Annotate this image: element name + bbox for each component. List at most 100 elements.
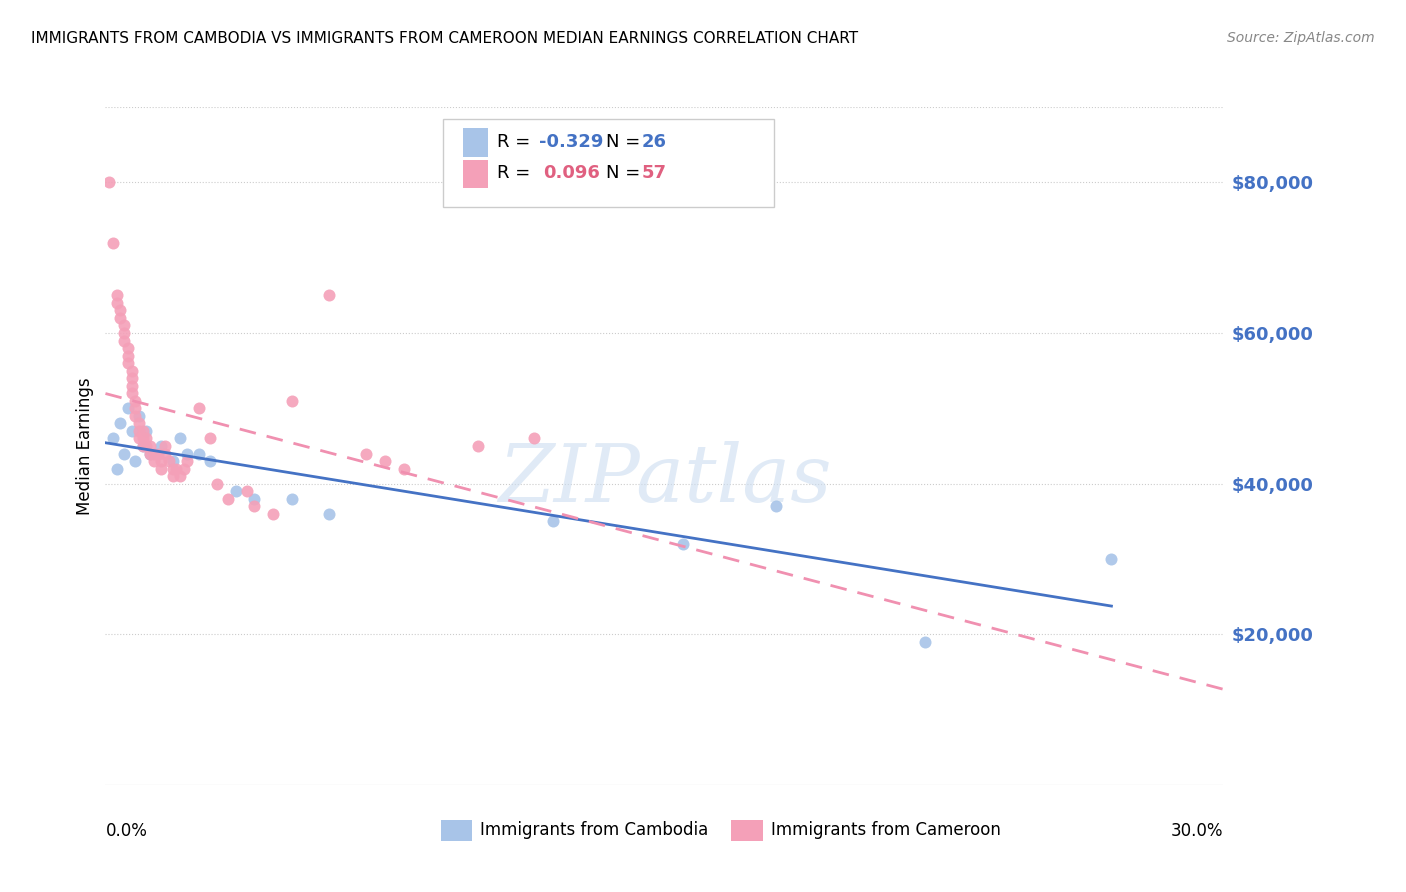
Point bbox=[117, 349, 139, 363]
Point bbox=[176, 446, 198, 460]
Point bbox=[142, 454, 165, 468]
Point bbox=[162, 469, 184, 483]
Point bbox=[105, 461, 128, 475]
Point bbox=[121, 386, 143, 401]
Point bbox=[124, 454, 146, 468]
Y-axis label: Median Earnings: Median Earnings bbox=[76, 377, 94, 515]
Point bbox=[157, 454, 180, 468]
Point bbox=[121, 378, 143, 392]
Point bbox=[142, 446, 165, 460]
Point bbox=[121, 424, 143, 438]
Point bbox=[187, 446, 209, 460]
Point bbox=[132, 432, 155, 446]
Point bbox=[236, 484, 259, 499]
Point bbox=[541, 514, 564, 528]
FancyBboxPatch shape bbox=[443, 119, 773, 207]
Point bbox=[110, 310, 132, 325]
Text: N =: N = bbox=[606, 164, 647, 183]
Text: 26: 26 bbox=[643, 133, 666, 151]
Text: 57: 57 bbox=[643, 164, 666, 183]
Point bbox=[198, 432, 221, 446]
Point bbox=[101, 432, 124, 446]
Point bbox=[162, 454, 184, 468]
Point bbox=[128, 432, 150, 446]
Point bbox=[281, 393, 304, 408]
Point bbox=[135, 439, 157, 453]
Point bbox=[135, 432, 157, 446]
Point bbox=[124, 393, 146, 408]
Text: N =: N = bbox=[606, 133, 647, 151]
Point bbox=[150, 461, 173, 475]
Point bbox=[101, 235, 124, 250]
Point bbox=[124, 401, 146, 416]
Point bbox=[121, 371, 143, 385]
Text: R =: R = bbox=[496, 133, 536, 151]
Point bbox=[205, 476, 228, 491]
Point bbox=[98, 175, 121, 189]
Point bbox=[243, 491, 266, 506]
Point bbox=[135, 424, 157, 438]
Point bbox=[117, 341, 139, 355]
Point bbox=[112, 318, 135, 333]
Point bbox=[153, 439, 176, 453]
Point bbox=[105, 288, 128, 302]
Point bbox=[132, 439, 155, 453]
Point bbox=[1099, 552, 1122, 566]
Point bbox=[124, 409, 146, 423]
FancyBboxPatch shape bbox=[463, 160, 488, 188]
FancyBboxPatch shape bbox=[441, 821, 472, 840]
Point bbox=[150, 454, 173, 468]
Point bbox=[374, 454, 396, 468]
Point bbox=[262, 507, 284, 521]
Text: Source: ZipAtlas.com: Source: ZipAtlas.com bbox=[1227, 31, 1375, 45]
Point bbox=[176, 454, 198, 468]
Point bbox=[132, 424, 155, 438]
Point bbox=[467, 439, 489, 453]
Text: ZIPatlas: ZIPatlas bbox=[498, 442, 831, 518]
Point bbox=[243, 500, 266, 514]
Point bbox=[139, 446, 162, 460]
Point bbox=[117, 401, 139, 416]
Text: 0.0%: 0.0% bbox=[105, 822, 148, 840]
Point bbox=[173, 461, 195, 475]
Point bbox=[281, 491, 304, 506]
Point bbox=[139, 446, 162, 460]
Point bbox=[914, 635, 936, 649]
Point bbox=[132, 439, 155, 453]
FancyBboxPatch shape bbox=[731, 821, 762, 840]
Point bbox=[217, 491, 239, 506]
Point bbox=[672, 537, 695, 551]
Point bbox=[765, 500, 787, 514]
Point bbox=[318, 507, 340, 521]
Point bbox=[112, 446, 135, 460]
Point bbox=[117, 356, 139, 370]
FancyBboxPatch shape bbox=[463, 128, 488, 156]
Point bbox=[318, 288, 340, 302]
Text: Immigrants from Cameroon: Immigrants from Cameroon bbox=[770, 822, 1001, 839]
Point bbox=[128, 409, 150, 423]
Point bbox=[105, 296, 128, 310]
Point bbox=[523, 432, 546, 446]
Text: IMMIGRANTS FROM CAMBODIA VS IMMIGRANTS FROM CAMEROON MEDIAN EARNINGS CORRELATION: IMMIGRANTS FROM CAMBODIA VS IMMIGRANTS F… bbox=[31, 31, 858, 46]
Point bbox=[162, 461, 184, 475]
Point bbox=[392, 461, 415, 475]
Point bbox=[112, 334, 135, 348]
Point bbox=[112, 326, 135, 340]
Text: -0.329: -0.329 bbox=[538, 133, 603, 151]
Point bbox=[198, 454, 221, 468]
Text: 0.096: 0.096 bbox=[544, 164, 600, 183]
Point bbox=[153, 446, 176, 460]
Point bbox=[128, 417, 150, 431]
Text: 30.0%: 30.0% bbox=[1171, 822, 1223, 840]
Point bbox=[110, 417, 132, 431]
Point bbox=[187, 401, 209, 416]
Point bbox=[139, 439, 162, 453]
Point bbox=[169, 432, 191, 446]
Point bbox=[169, 469, 191, 483]
Point bbox=[150, 439, 173, 453]
Point bbox=[225, 484, 247, 499]
Point bbox=[354, 446, 377, 460]
Text: R =: R = bbox=[496, 164, 536, 183]
Point bbox=[165, 461, 187, 475]
Point bbox=[146, 446, 169, 460]
